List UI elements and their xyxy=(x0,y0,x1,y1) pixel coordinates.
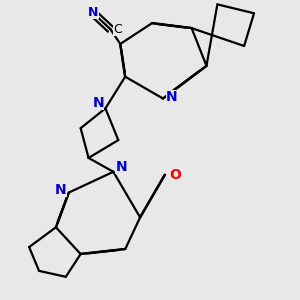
Text: N: N xyxy=(55,183,67,196)
Text: N: N xyxy=(166,89,178,103)
Text: N: N xyxy=(116,160,127,174)
Text: N: N xyxy=(88,6,99,19)
Text: C: C xyxy=(113,22,122,36)
Text: N: N xyxy=(93,96,104,110)
Text: O: O xyxy=(169,168,181,182)
